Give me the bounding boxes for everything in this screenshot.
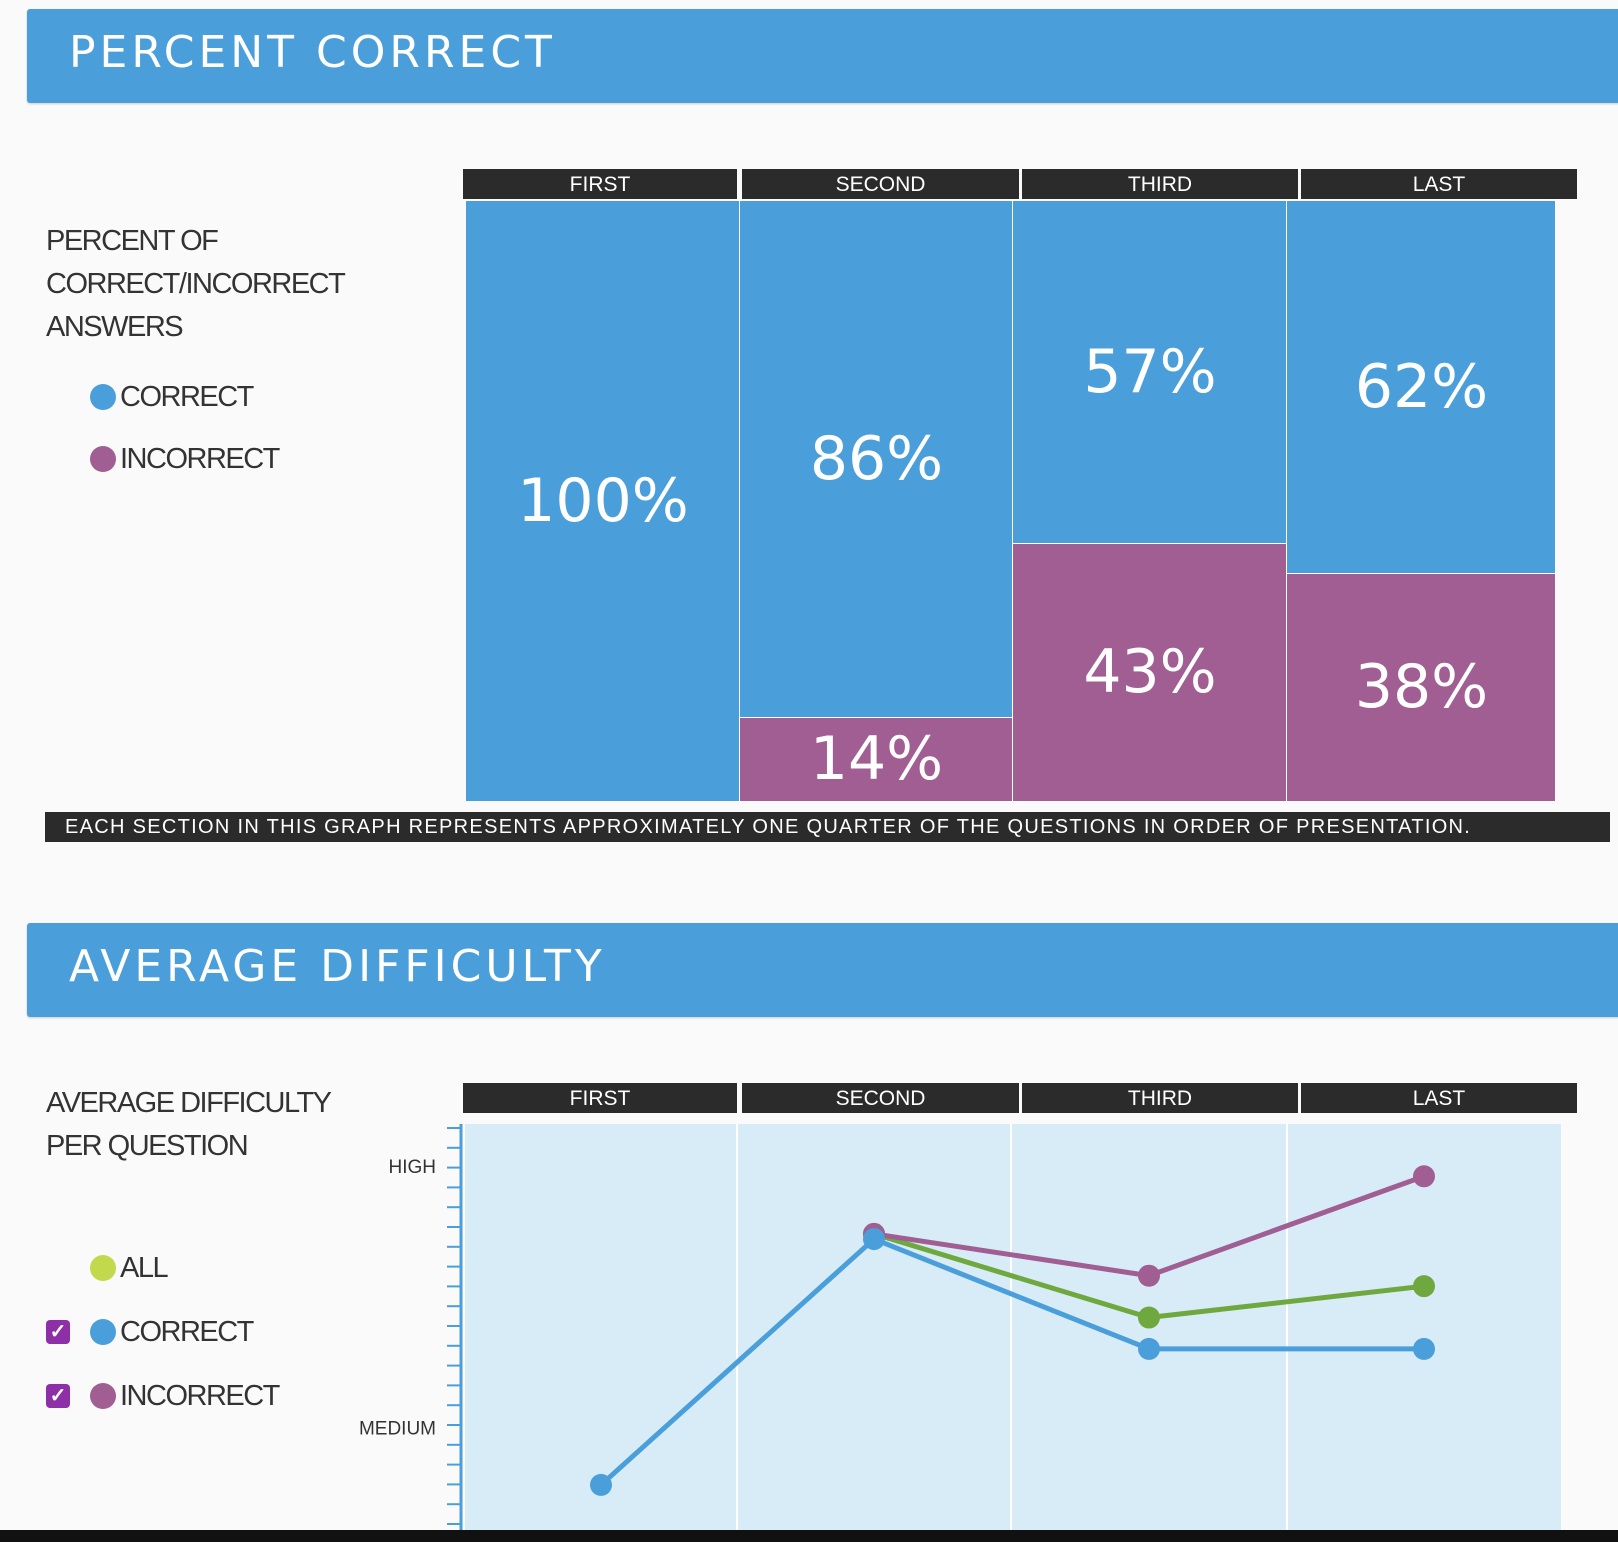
bar-label: 62% — [1354, 352, 1489, 422]
bar-correct-third: 57% — [1013, 201, 1287, 543]
section-title: AVERAGE DIFFICULTY — [69, 941, 606, 992]
bar-correct-first: 100% — [466, 201, 740, 801]
legend-label: INCORRECT — [120, 1380, 280, 1412]
correct-color-dot — [90, 1319, 116, 1345]
percent-correct-banner: PERCENT CORRECT — [27, 9, 1618, 103]
data-point-correct — [863, 1228, 885, 1251]
chart-footnote: EACH SECTION IN THIS GRAPH REPRESENTS AP… — [45, 812, 1610, 842]
bar-label: 100% — [517, 466, 689, 536]
all-color-dot — [90, 1255, 116, 1281]
difficulty-chart-description: AVERAGE DIFFICULTY PER QUESTION — [46, 1082, 332, 1168]
bar-incorrect-second: 14% — [740, 717, 1013, 801]
bar-label: 57% — [1083, 337, 1217, 407]
bar-correct-second: 86% — [740, 201, 1013, 717]
correct-checkbox[interactable]: ✓ — [46, 1320, 70, 1344]
legend-label: CORRECT — [120, 1316, 254, 1348]
bar-label: 38% — [1354, 652, 1489, 722]
legend-label: INCORRECT — [120, 443, 280, 475]
incorrect-color-dot — [90, 446, 116, 472]
incorrect-checkbox[interactable]: ✓ — [46, 1384, 70, 1408]
bar-correct-last: 62% — [1287, 201, 1556, 573]
column-header-last: LAST — [1301, 169, 1577, 199]
y-tick-label-medium: MEDIUM — [359, 1418, 436, 1439]
column-header-first: FIRST — [463, 1083, 737, 1113]
column-header-third: THIRD — [1022, 1083, 1298, 1113]
incorrect-color-dot — [90, 1383, 116, 1409]
series-line-correct — [599, 1236, 1424, 1487]
data-point-incorrect — [1138, 1264, 1160, 1287]
percent-chart-description: PERCENT OF CORRECT/INCORRECT ANSWERS — [46, 220, 346, 349]
section-title: PERCENT CORRECT — [69, 27, 556, 78]
description-line: PERCENT OF — [46, 225, 219, 257]
data-point-all — [1413, 1275, 1435, 1298]
description-line: ANSWERS — [46, 311, 184, 343]
data-point-all — [1138, 1306, 1160, 1329]
percent-correct-chart: 100% 86% 14% 57% 43% 62% 38% — [466, 201, 1556, 801]
bar-label: 14% — [809, 724, 944, 794]
bar-label: 43% — [1083, 637, 1217, 707]
bar-label: 86% — [809, 424, 944, 494]
y-tick-label-high: HIGH — [389, 1157, 437, 1178]
description-line: AVERAGE DIFFICULTY — [46, 1087, 332, 1119]
y-axis — [447, 1124, 463, 1532]
data-point-correct — [1413, 1337, 1435, 1360]
series-lines — [590, 1165, 1435, 1496]
legend-label: ALL — [120, 1252, 169, 1284]
column-header-last: LAST — [1301, 1083, 1577, 1113]
bar-incorrect-last: 38% — [1287, 573, 1556, 801]
legend-label: CORRECT — [120, 381, 254, 413]
description-line: PER QUESTION — [46, 1130, 249, 1162]
data-point-correct — [1138, 1337, 1160, 1360]
column-header-first: FIRST — [463, 169, 737, 199]
bar-incorrect-third: 43% — [1013, 543, 1287, 801]
correct-color-dot — [90, 384, 116, 410]
data-point-correct — [590, 1473, 612, 1496]
column-header-second: SECOND — [742, 169, 1019, 199]
column-header-third: THIRD — [1022, 169, 1298, 199]
description-line: CORRECT/INCORRECT — [46, 268, 346, 300]
series-correct — [590, 1228, 1435, 1496]
column-header-second: SECOND — [742, 1083, 1019, 1113]
average-difficulty-chart: HIGH MEDIUM — [359, 1124, 1561, 1532]
data-point-incorrect — [1413, 1165, 1435, 1188]
average-difficulty-banner: AVERAGE DIFFICULTY — [27, 923, 1618, 1017]
bottom-edge — [0, 1530, 1618, 1542]
